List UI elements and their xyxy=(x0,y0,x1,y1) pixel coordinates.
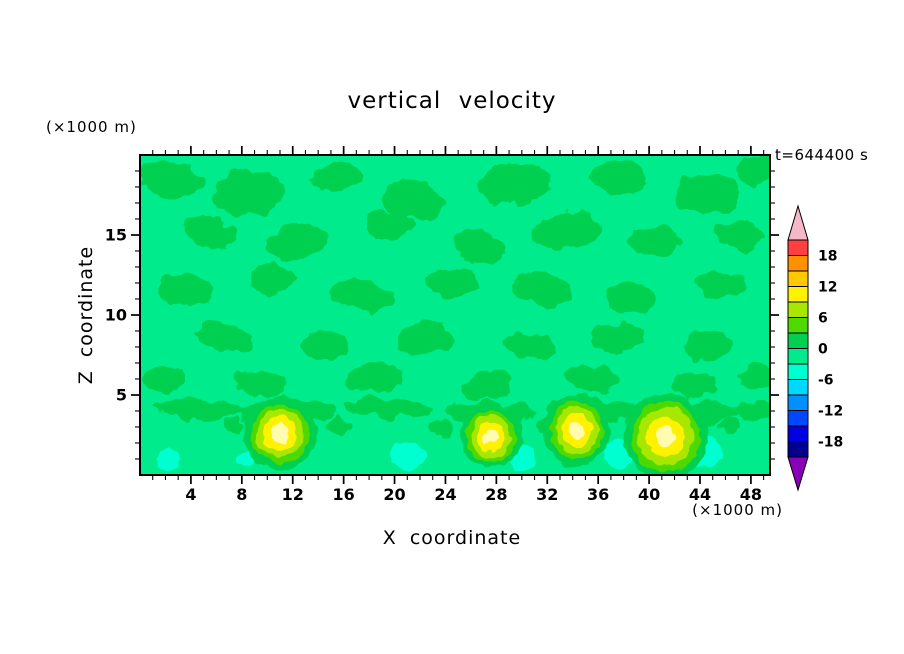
svg-text:-12: -12 xyxy=(818,403,843,419)
svg-text:32: 32 xyxy=(536,485,558,504)
x-axis-title: X coordinate xyxy=(382,527,522,549)
svg-text:12: 12 xyxy=(282,485,304,504)
svg-text:4: 4 xyxy=(185,485,196,504)
contour-field xyxy=(140,155,770,475)
colorbar: 18 12 6 0 -6 -12 -18 xyxy=(787,204,843,492)
svg-text:15: 15 xyxy=(105,226,127,245)
z-axis-unit-label: (×1000 m) xyxy=(46,118,137,136)
svg-text:24: 24 xyxy=(434,485,456,504)
svg-text:18: 18 xyxy=(818,248,837,264)
svg-text:16: 16 xyxy=(333,485,355,504)
svg-text:-6: -6 xyxy=(818,372,834,388)
x-axis-unit-label: (×1000 m) xyxy=(692,501,783,519)
chart-title: vertical velocity xyxy=(347,88,557,114)
svg-text:12: 12 xyxy=(818,279,837,295)
svg-text:6: 6 xyxy=(818,310,828,326)
svg-text:8: 8 xyxy=(236,485,247,504)
svg-text:10: 10 xyxy=(105,306,127,325)
svg-text:40: 40 xyxy=(638,485,660,504)
svg-text:28: 28 xyxy=(485,485,507,504)
svg-text:48: 48 xyxy=(740,485,762,504)
svg-text:44: 44 xyxy=(689,485,711,504)
svg-text:-18: -18 xyxy=(818,434,843,450)
y-axis-title: Z coordinate xyxy=(75,245,97,385)
svg-text:0: 0 xyxy=(818,341,828,357)
svg-text:36: 36 xyxy=(587,485,609,504)
svg-text:20: 20 xyxy=(383,485,405,504)
time-stamp-label: t=644400 s xyxy=(775,146,869,164)
svg-text:5: 5 xyxy=(116,386,127,405)
